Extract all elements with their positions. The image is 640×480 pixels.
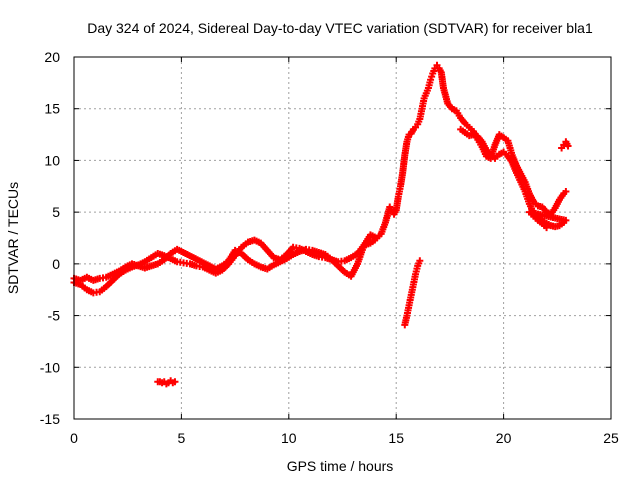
data-point: [171, 378, 179, 386]
y-tick-label: 15: [44, 101, 60, 117]
y-tick-label: 10: [44, 152, 60, 168]
x-tick-label: 5: [178, 430, 186, 446]
y-tick-label: -10: [40, 359, 60, 375]
series-low-cluster: [154, 377, 179, 388]
series-late-cluster: [558, 138, 572, 152]
data-point: [562, 187, 570, 195]
chart-title: Day 324 of 2024, Sidereal Day-to-day VTE…: [87, 20, 593, 36]
grid: [74, 57, 611, 419]
series-main-trace: [70, 61, 570, 297]
axes: 0 5 10 15 20 25 -15 -10 -5 0 5 10 15 20: [40, 49, 619, 446]
x-tick-label: 20: [496, 430, 512, 446]
data-point: [564, 142, 572, 150]
series-descent-segment: [401, 257, 424, 329]
y-tick-label: 0: [52, 256, 60, 272]
y-tick-label: 20: [44, 49, 60, 65]
x-tick-label: 0: [70, 430, 78, 446]
y-tick-label: -5: [48, 308, 61, 324]
x-tick-label: 25: [603, 430, 619, 446]
plot-frame: [73, 56, 612, 420]
y-tick-label: -15: [40, 411, 60, 427]
x-axis-label: GPS time / hours: [287, 458, 394, 474]
y-tick-label: 5: [52, 204, 60, 220]
x-tick-label: 10: [281, 430, 297, 446]
series-secondary-trace: [70, 125, 570, 284]
data-point: [543, 224, 551, 232]
data-point: [371, 236, 379, 244]
x-tick-label: 15: [388, 430, 404, 446]
y-axis-label: SDTVAR / TECUs: [5, 182, 21, 294]
data-points: [70, 61, 572, 388]
data-point: [416, 257, 424, 265]
